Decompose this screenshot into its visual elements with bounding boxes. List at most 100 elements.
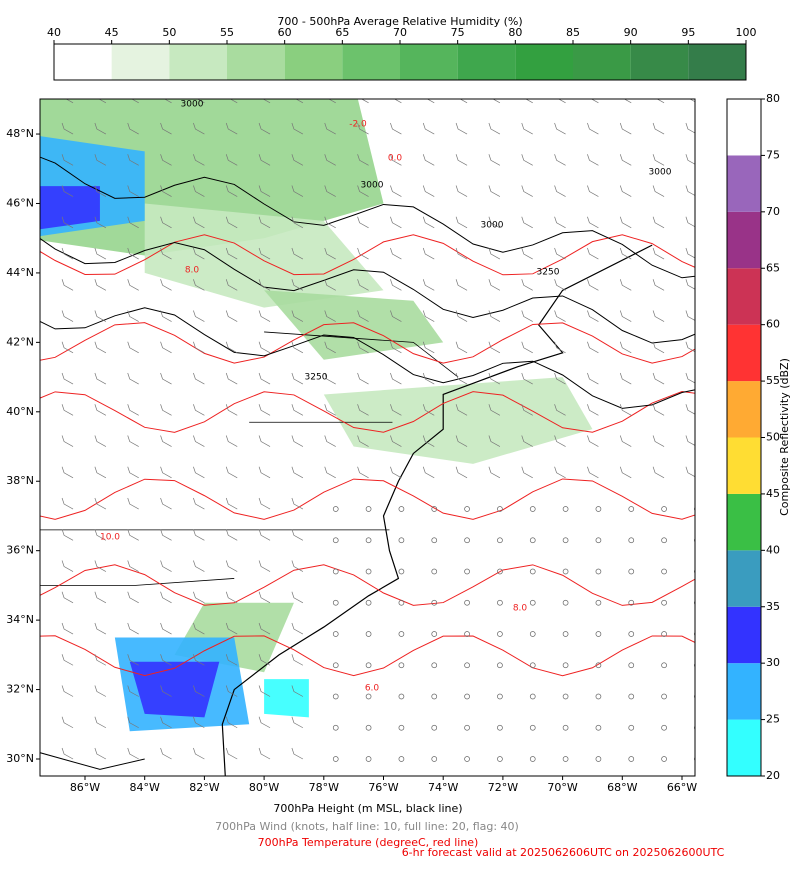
lat-label: 46°N xyxy=(6,196,34,209)
wind-barb xyxy=(455,404,468,416)
wind-barb xyxy=(193,154,205,166)
calm-wind xyxy=(332,568,339,575)
reflectivity-bin xyxy=(727,550,761,607)
wind-barb xyxy=(324,279,336,291)
wind-barb xyxy=(94,122,107,135)
calm-wind xyxy=(431,537,438,544)
wind-barb xyxy=(422,154,435,166)
calm-wind xyxy=(595,506,602,512)
wind-barb xyxy=(61,310,74,322)
wind-barb xyxy=(291,747,304,760)
wind-barb xyxy=(488,185,501,197)
wind-barb xyxy=(619,466,632,479)
wind-barb xyxy=(94,560,107,572)
calm-wind xyxy=(398,506,405,512)
wind-barb xyxy=(291,497,304,510)
calm-wind xyxy=(694,538,695,543)
wind-barb xyxy=(127,404,139,416)
calm-wind xyxy=(398,756,405,762)
wind-barb xyxy=(196,99,205,104)
calm-wind xyxy=(464,631,470,637)
wind-barb xyxy=(291,154,304,166)
lon-label: 70°W xyxy=(547,781,577,794)
wind-barb xyxy=(40,227,41,229)
wind-barb xyxy=(587,310,599,322)
rh-tick-label: 70 xyxy=(393,26,407,39)
calm-wind xyxy=(562,506,569,512)
wind-barb xyxy=(61,622,74,635)
wind-barb xyxy=(225,154,238,166)
wind-barb xyxy=(61,404,74,416)
reflectivity-tick-label: 65 xyxy=(766,261,780,274)
shaded-area xyxy=(323,377,593,464)
wind-barb xyxy=(455,466,468,479)
calm-wind xyxy=(595,693,602,700)
wind-barb xyxy=(291,216,304,229)
wind-barb xyxy=(291,341,304,354)
calm-wind xyxy=(464,693,470,700)
calm-wind xyxy=(562,599,569,606)
calm-wind xyxy=(595,599,602,606)
wind-barb xyxy=(422,247,435,260)
wind-barb xyxy=(61,122,74,135)
wind-barb xyxy=(94,279,107,291)
reflectivity-bin xyxy=(727,268,761,325)
calm-wind xyxy=(529,599,536,606)
calm-wind xyxy=(694,725,695,730)
calm-wind xyxy=(464,537,470,544)
calm-wind xyxy=(628,599,635,606)
wind-barb xyxy=(488,435,501,447)
wind-barb xyxy=(193,591,205,604)
wind-barb xyxy=(357,341,369,354)
calm-wind xyxy=(661,568,667,575)
wind-barb xyxy=(160,185,172,197)
calm-wind xyxy=(529,568,536,575)
rh-bin xyxy=(630,44,689,80)
wind-barb xyxy=(258,404,271,416)
lon-label: 78°W xyxy=(309,781,339,794)
wind-barb xyxy=(554,341,566,354)
calm-wind xyxy=(694,506,695,512)
wind-barb xyxy=(40,289,41,291)
lon-label: 72°W xyxy=(488,781,518,794)
wind-barb xyxy=(521,247,533,260)
calm-wind xyxy=(497,693,503,700)
wind-barb xyxy=(193,529,205,541)
wind-barb xyxy=(40,602,41,604)
wind-barb xyxy=(94,497,107,510)
wind-barb xyxy=(357,310,369,322)
wind-barb xyxy=(291,685,304,697)
lon-label: 82°W xyxy=(189,781,219,794)
wind-barb xyxy=(127,716,139,729)
calm-wind xyxy=(332,506,339,512)
caption: 700hPa Wind (knots, half line: 10, full … xyxy=(215,820,519,833)
calm-wind xyxy=(661,724,667,731)
wind-barb xyxy=(258,279,271,291)
wind-barb xyxy=(455,216,468,229)
calm-wind xyxy=(694,631,695,637)
lon-label: 74°W xyxy=(428,781,458,794)
temperature-contour xyxy=(40,234,695,276)
wind-barb xyxy=(357,279,369,291)
lat-label: 38°N xyxy=(6,474,34,487)
wind-barb xyxy=(488,466,501,479)
calm-wind xyxy=(694,663,695,668)
wind-barb xyxy=(390,435,402,447)
caption: 700hPa Height (m MSL, black line) xyxy=(273,802,462,815)
wind-barb xyxy=(258,185,271,197)
wind-barb xyxy=(225,747,238,760)
wind-barb xyxy=(127,435,139,447)
wind-barb xyxy=(160,747,172,760)
calm-wind xyxy=(628,506,635,512)
wind-barb xyxy=(590,99,599,104)
wind-barb xyxy=(455,372,468,385)
calm-wind xyxy=(365,756,372,762)
contour-label: -2.0 xyxy=(349,120,367,130)
wind-barb xyxy=(488,341,501,354)
wind-barb xyxy=(361,99,369,104)
wind-barb xyxy=(390,466,402,479)
wind-barb xyxy=(40,445,41,447)
calm-wind xyxy=(661,599,667,606)
calm-wind xyxy=(628,756,635,762)
rh-bin xyxy=(227,44,285,80)
